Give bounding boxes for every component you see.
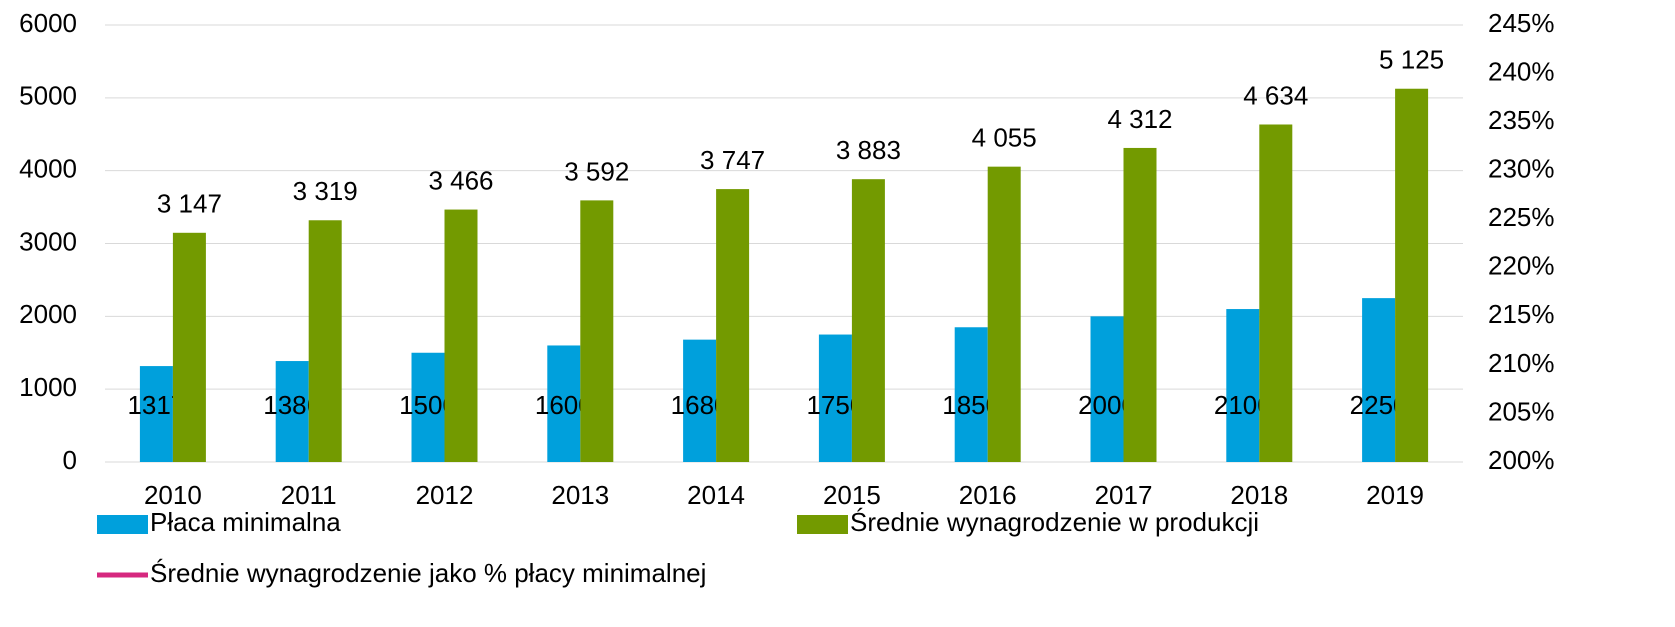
- legend-label: Płaca minimalna: [150, 507, 341, 537]
- y2-tick-label: 200%: [1488, 445, 1555, 475]
- value-label: 4 634: [1243, 80, 1308, 110]
- x-tick-label: 2014: [687, 480, 745, 510]
- x-tick-label: 2018: [1230, 480, 1288, 510]
- bar: [580, 200, 614, 462]
- bar: [411, 352, 445, 462]
- y-tick-label: 3000: [19, 226, 77, 256]
- bar: [1362, 298, 1396, 462]
- bar: [851, 179, 885, 462]
- y2-tick-label: 245%: [1488, 8, 1555, 38]
- value-label: 3 147: [157, 189, 222, 219]
- legend-label: Średnie wynagrodzenie w produkcji: [850, 507, 1259, 537]
- y2-tick-label: 225%: [1488, 202, 1555, 232]
- y2-tick-label: 220%: [1488, 251, 1555, 281]
- bar: [716, 189, 750, 462]
- bar: [1259, 124, 1293, 463]
- bar: [818, 334, 852, 462]
- x-tick-label: 2011: [281, 480, 337, 510]
- value-label: 5 125: [1379, 45, 1444, 75]
- bar: [275, 361, 309, 462]
- bar: [1123, 147, 1157, 462]
- x-tick-label: 2010: [144, 480, 202, 510]
- x-tick-label: 2012: [416, 480, 474, 510]
- value-label: 4 312: [1107, 104, 1172, 134]
- y2-tick-label: 215%: [1488, 299, 1555, 329]
- y2-tick-label: 230%: [1488, 154, 1555, 184]
- x-tick-label: 2016: [959, 480, 1017, 510]
- y-tick-label: 2000: [19, 299, 77, 329]
- value-label: 3 592: [564, 156, 629, 186]
- value-label: 3 466: [428, 165, 493, 195]
- bar: [987, 166, 1021, 462]
- y-tick-label: 6000: [19, 8, 77, 38]
- y-tick-label: 4000: [19, 154, 77, 184]
- x-tick-label: 2013: [551, 480, 609, 510]
- value-label: 4 055: [972, 123, 1037, 153]
- x-tick-label: 2017: [1095, 480, 1153, 510]
- legend-swatch: [97, 515, 148, 534]
- y2-tick-label: 240%: [1488, 56, 1555, 86]
- legend-swatch: [797, 515, 848, 534]
- bar: [683, 339, 717, 462]
- y2-tick-label: 205%: [1488, 396, 1555, 426]
- value-label: 3 747: [700, 145, 765, 175]
- value-label: 3 883: [836, 135, 901, 165]
- bar: [954, 327, 988, 462]
- legend-label: Średnie wynagrodzenie jako % płacy minim…: [150, 558, 706, 588]
- bar: [1090, 316, 1124, 462]
- bar: [444, 209, 478, 462]
- y-tick-label: 1000: [19, 372, 77, 402]
- bar: [1395, 88, 1429, 463]
- y-tick-label: 0: [63, 445, 77, 475]
- y2-tick-label: 210%: [1488, 348, 1555, 378]
- x-tick-label: 2015: [823, 480, 881, 510]
- bar: [172, 232, 206, 462]
- bar: [1226, 309, 1260, 462]
- bar: [139, 366, 173, 462]
- y2-tick-label: 235%: [1488, 105, 1555, 135]
- bar: [547, 345, 581, 462]
- bar: [308, 220, 342, 462]
- x-tick-label: 2019: [1366, 480, 1424, 510]
- value-label: 3 319: [293, 176, 358, 206]
- y-tick-label: 5000: [19, 81, 77, 111]
